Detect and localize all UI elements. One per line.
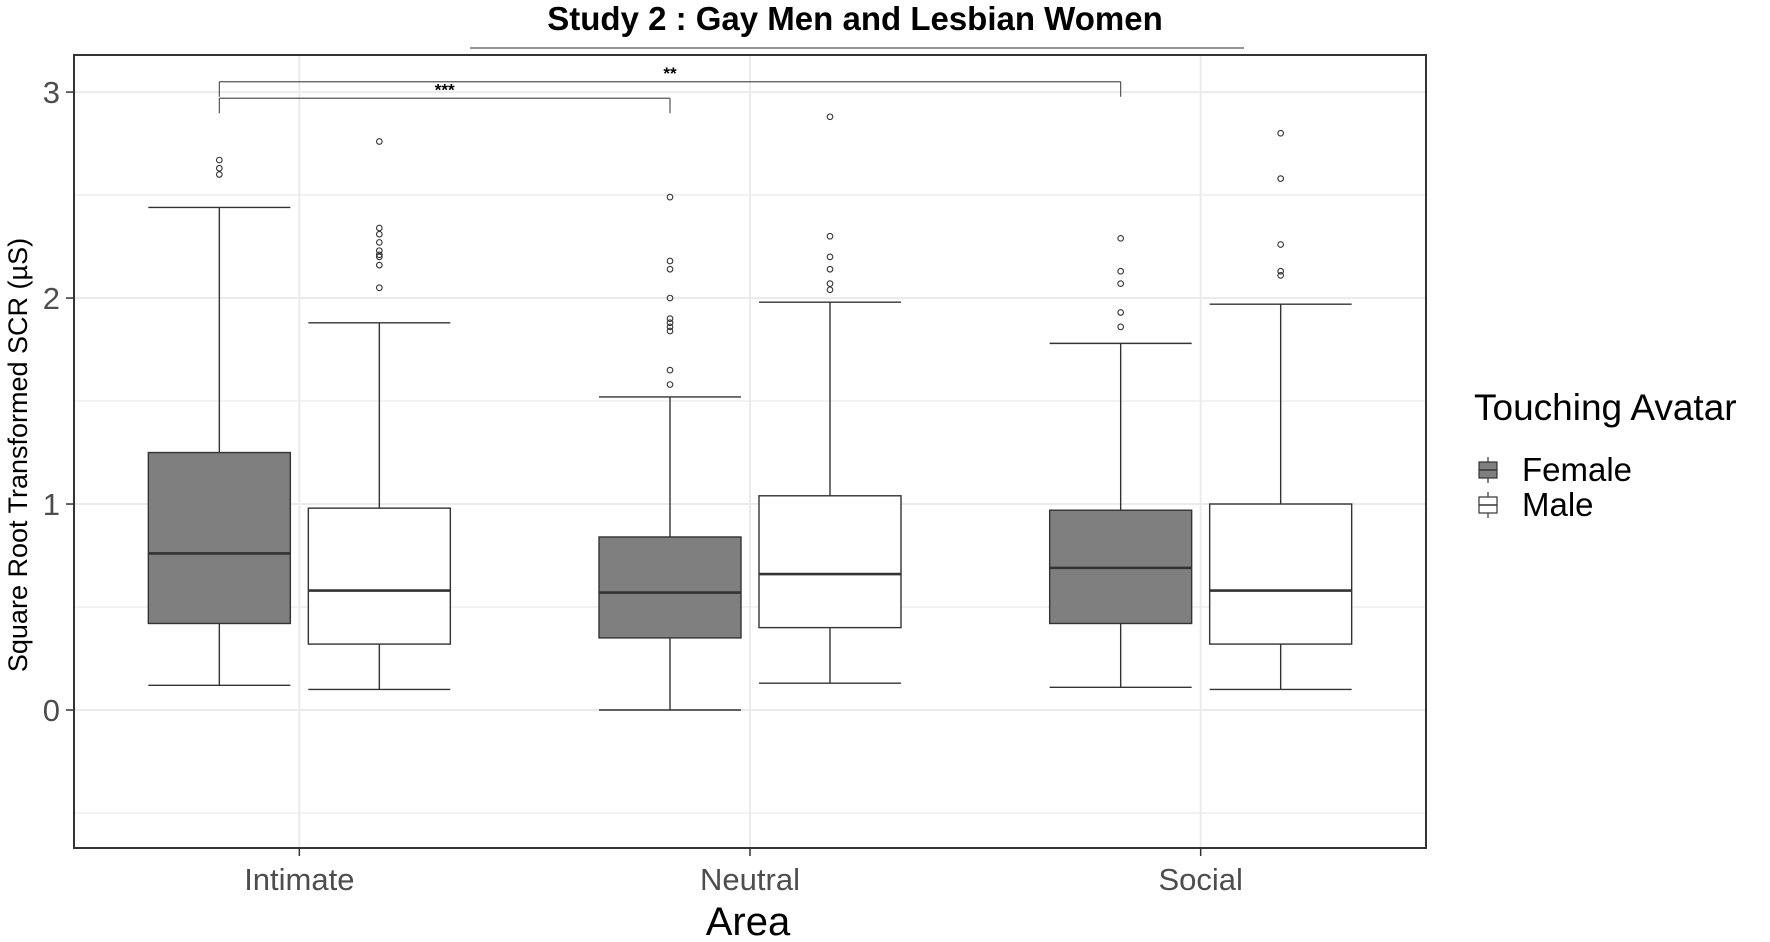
x-tick-label-neutral: Neutral (700, 862, 800, 897)
box-female-intimate (147, 451, 292, 625)
x-tick-label-social: Social (1158, 862, 1242, 897)
box-female-neutral-outlier (666, 193, 674, 201)
box-female-neutral-outlier (666, 315, 674, 322)
box-male-neutral-outlier (826, 253, 834, 261)
box-male-intimate-outlier (375, 230, 383, 238)
box-male-neutral-outlier (826, 286, 834, 294)
box-male-neutral-outlier (826, 113, 834, 121)
legend-label-male: Male (1522, 486, 1594, 523)
y-tick-label: 2 (43, 281, 60, 316)
legend-title: Touching Avatar (1474, 387, 1737, 428)
box-female-neutral-outlier (666, 257, 674, 265)
box-male-intimate-outlier (375, 251, 383, 259)
box-male-intimate-outlier (375, 284, 383, 292)
y-tick-label: 3 (43, 75, 60, 110)
significance-bracket-2-label: ** (663, 64, 677, 83)
legend-keys (1478, 457, 1498, 518)
box-female-neutral (598, 536, 742, 639)
significance-bracket-1-label: *** (435, 80, 455, 99)
box-female-neutral-outlier (666, 327, 674, 335)
box-male-neutral-outlier (826, 265, 834, 273)
box-male-intimate-outlier (375, 247, 383, 255)
box-male-intimate-outlier (375, 261, 383, 269)
box-female-social-outlier (1117, 234, 1125, 242)
box-male-intimate (307, 507, 452, 645)
box-female-social-outlier (1117, 323, 1125, 331)
box-female-neutral-outlier (666, 265, 674, 273)
box-male-intimate-outlier (375, 239, 383, 246)
box-male-neutral-outlier (826, 280, 834, 287)
box-male-neutral (758, 495, 902, 629)
box-male-intimate-outlier (375, 253, 383, 261)
box-female-social-outlier (1117, 267, 1125, 275)
box-male-intimate-outlier (375, 224, 383, 232)
box-male-intimate-outlier (375, 138, 383, 145)
box-female-intimate-outlier (215, 171, 223, 178)
x-axis-title: Area (706, 900, 791, 942)
box-female-neutral-outlier (666, 366, 674, 374)
box-female-neutral-outlier (666, 381, 674, 388)
legend-label-female: Female (1522, 451, 1632, 488)
box-female-social-outlier (1117, 309, 1125, 316)
box-male-social-outlier (1277, 175, 1285, 182)
box-male-social-outlier (1277, 272, 1285, 279)
box-male-social-outlier (1277, 267, 1285, 275)
chart-title: Study 2 : Gay Men and Lesbian Women (547, 0, 1163, 37)
box-female-intimate-outlier (215, 156, 223, 164)
box-male-neutral-outlier (826, 232, 834, 240)
box-female-neutral-outlier (666, 323, 674, 331)
box-female-neutral-outlier (666, 294, 674, 302)
x-tick-label-intimate: Intimate (244, 862, 354, 897)
box-male-social (1208, 503, 1353, 645)
box-male-social-outlier (1277, 129, 1285, 137)
box-female-neutral-outlier (666, 319, 674, 327)
box-female-social-outlier (1117, 280, 1125, 287)
box-female-intimate-outlier (215, 164, 223, 172)
box-male-social-outlier (1277, 241, 1285, 248)
y-tick-label: 0 (43, 693, 60, 728)
y-axis-title: Square Root Transformed SCR (µS) (3, 238, 33, 672)
y-tick-label: 1 (43, 487, 60, 522)
